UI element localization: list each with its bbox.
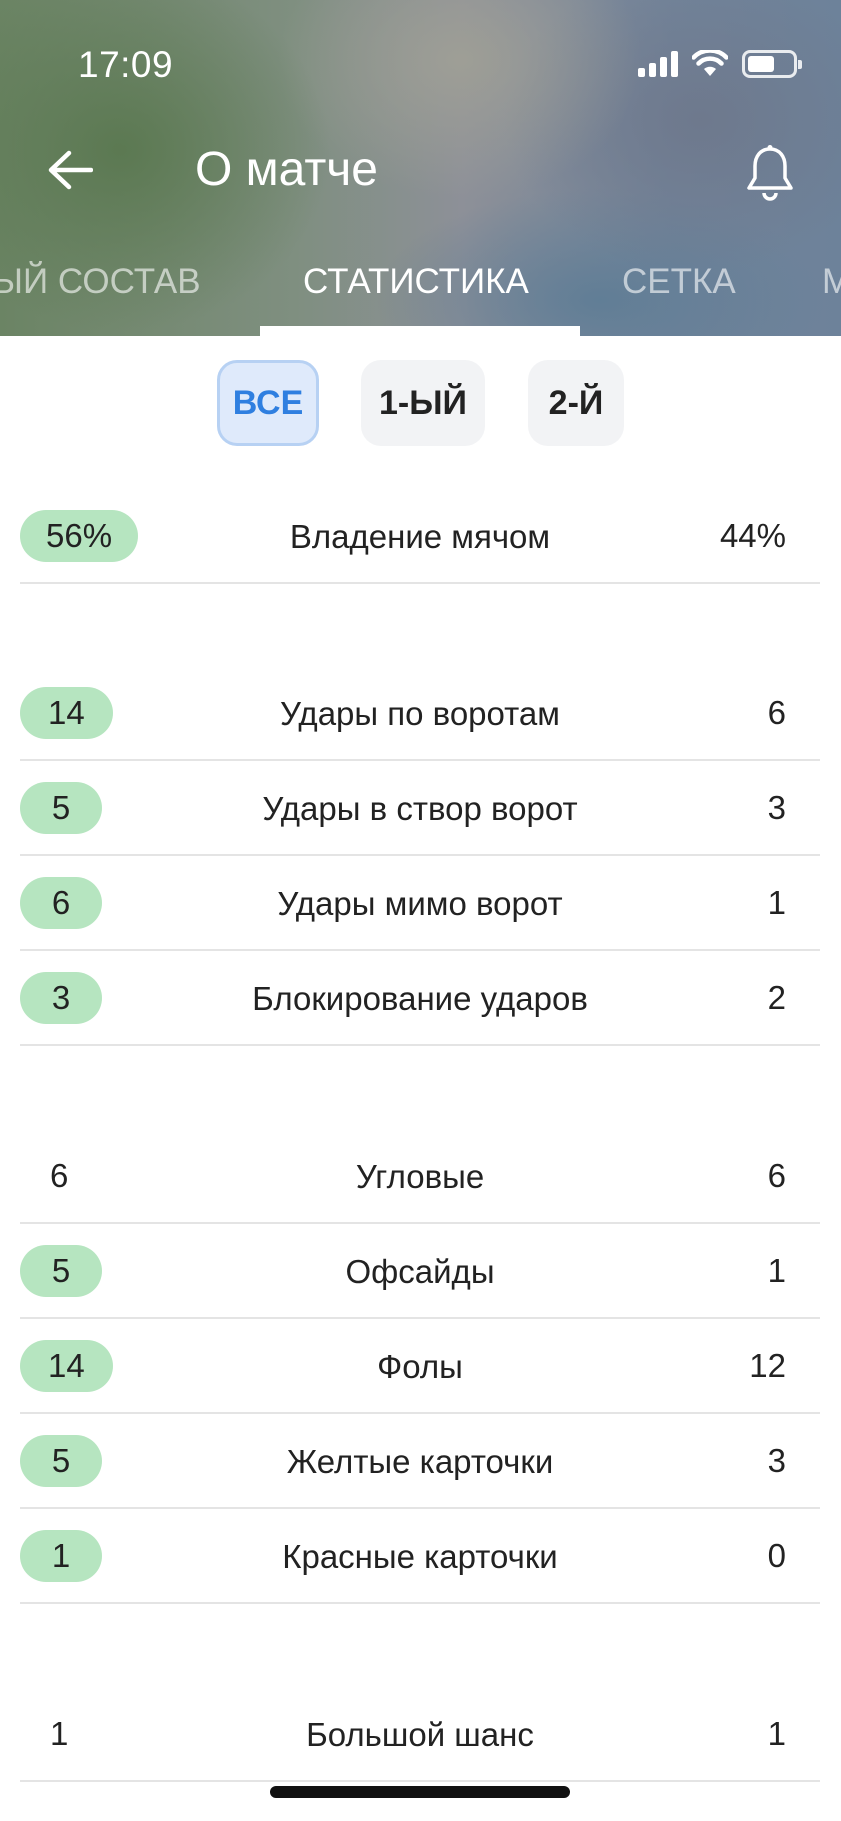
battery-icon [742, 50, 802, 78]
stat-away-value: 2 [767, 979, 786, 1016]
bell-icon [747, 145, 793, 201]
filter-first-half[interactable]: 1-ЫЙ [361, 360, 485, 446]
cellular-signal-icon [638, 51, 678, 77]
tab-bracket[interactable]: СЕТКА [622, 262, 736, 301]
stat-away-value: 6 [767, 694, 786, 731]
stat-home-value: 5 [20, 1435, 102, 1487]
filter-second-half[interactable]: 2-Й [528, 360, 624, 446]
stat-row-possession: Владение мячом 56% 44% [20, 489, 820, 584]
status-icons [638, 50, 802, 78]
stat-home-value: 6 [20, 877, 102, 929]
stat-row-yellow-cards: Желтые карточки 5 3 [20, 1414, 820, 1509]
stat-label: Удары в створ ворот [262, 790, 578, 827]
stat-row-offsides: Офсайды 5 1 [20, 1224, 820, 1319]
tab-bar: ЫЙ СОСТАВ СТАТИСТИКА СЕТКА М [0, 252, 841, 336]
stat-home-value: 14 [20, 1340, 113, 1392]
stat-label: Удары мимо ворот [277, 885, 563, 922]
stat-label: Владение мячом [289, 518, 551, 555]
notifications-button[interactable] [735, 138, 805, 208]
stat-row-blocked-shots: Блокирование ударов 3 2 [20, 951, 820, 1046]
arrow-left-icon [48, 150, 93, 190]
tab-statistics[interactable]: СТАТИСТИКА [303, 262, 529, 301]
app-header: 17:09 О матче ЫЙ СОСТАВ СТАТИСТИКА СЕТКА… [0, 0, 841, 336]
stat-label: Блокирование ударов [252, 980, 588, 1017]
stat-label: Красные карточки [282, 1538, 558, 1575]
stat-row-corners: Угловые 6 6 [20, 1129, 820, 1224]
active-tab-indicator [260, 326, 580, 336]
stat-away-value: 1 [767, 1252, 786, 1289]
wifi-icon [692, 50, 728, 76]
stat-home-value: 14 [20, 687, 113, 739]
stat-label: Офсайды [345, 1253, 495, 1290]
stat-label: Желтые карточки [286, 1443, 554, 1480]
stat-away-value: 3 [767, 1442, 786, 1479]
stat-away-value: 44% [719, 517, 786, 554]
stat-away-value: 3 [767, 789, 786, 826]
filter-all[interactable]: ВСЕ [217, 360, 319, 446]
period-filters: ВСЕ 1-ЫЙ 2-Й [0, 360, 841, 446]
stat-away-value: 6 [767, 1157, 786, 1194]
back-button[interactable] [40, 142, 100, 198]
stat-row-shots-off-target: Удары мимо ворот 6 1 [20, 856, 820, 951]
stat-row-big-chances: Большой шанс 1 1 [20, 1687, 820, 1782]
page-title: О матче [195, 143, 378, 196]
stat-home-value: 5 [20, 1245, 102, 1297]
tab-lineup[interactable]: ЫЙ СОСТАВ [0, 262, 201, 301]
stat-home-value: 56% [20, 510, 139, 562]
stat-home-value: 3 [20, 972, 102, 1024]
stat-home-value: 5 [20, 782, 102, 834]
stat-away-value: 12 [749, 1347, 786, 1384]
stat-label: Фолы [377, 1348, 463, 1385]
stat-row-fouls: Фолы 14 12 [20, 1319, 820, 1414]
stat-row-total-shots: Удары по воротам 14 6 [20, 666, 820, 761]
stat-label: Большой шанс [306, 1716, 534, 1753]
stat-label: Угловые [355, 1158, 485, 1195]
stat-home-value: 1 [20, 1530, 102, 1582]
stat-row-shots-on-target: Удары в створ ворот 5 3 [20, 761, 820, 856]
stat-away-value: 1 [767, 1715, 786, 1752]
home-indicator[interactable] [270, 1786, 570, 1798]
stat-row-red-cards: Красные карточки 1 0 [20, 1509, 820, 1604]
status-time: 17:09 [78, 44, 174, 85]
stat-away-value: 1 [767, 884, 786, 921]
tab-more[interactable]: М [822, 262, 841, 301]
stat-away-value: 0 [767, 1537, 786, 1574]
stat-home-value: 1 [50, 1715, 69, 1752]
stat-home-value: 6 [50, 1157, 69, 1194]
stat-label: Удары по воротам [280, 695, 560, 732]
